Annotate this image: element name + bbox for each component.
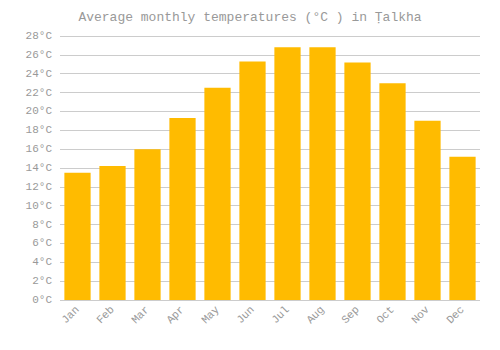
svg-text:Feb: Feb: [94, 304, 116, 326]
svg-text:16°C: 16°C: [26, 143, 53, 155]
svg-text:28°C: 28°C: [26, 30, 53, 42]
svg-text:Oct: Oct: [374, 304, 396, 326]
svg-text:Jun: Jun: [234, 304, 256, 326]
svg-text:10°C: 10°C: [26, 200, 53, 212]
svg-text:14°C: 14°C: [26, 162, 53, 174]
svg-text:Dec: Dec: [444, 304, 466, 326]
svg-text:12°C: 12°C: [26, 181, 53, 193]
svg-text:Nov: Nov: [409, 303, 432, 326]
svg-text:Aug: Aug: [304, 304, 326, 326]
svg-text:Jan: Jan: [59, 304, 81, 326]
svg-text:22°C: 22°C: [26, 87, 53, 99]
svg-text:Mar: Mar: [129, 304, 151, 326]
svg-text:6°C: 6°C: [32, 237, 52, 249]
svg-text:26°C: 26°C: [26, 49, 53, 61]
svg-text:18°C: 18°C: [26, 124, 53, 136]
svg-text:24°C: 24°C: [26, 68, 53, 80]
svg-text:20°C: 20°C: [26, 105, 53, 117]
svg-text:8°C: 8°C: [32, 219, 52, 231]
svg-text:Apr: Apr: [164, 304, 186, 326]
svg-text:Sep: Sep: [339, 304, 361, 326]
svg-text:May: May: [199, 303, 222, 326]
svg-text:0°C: 0°C: [32, 294, 52, 306]
svg-text:4°C: 4°C: [32, 256, 52, 268]
svg-text:Average monthly temperatures (: Average monthly temperatures (°C ) in Ṭa…: [78, 10, 421, 25]
svg-text:Jul: Jul: [269, 304, 291, 326]
svg-text:2°C: 2°C: [32, 275, 52, 287]
